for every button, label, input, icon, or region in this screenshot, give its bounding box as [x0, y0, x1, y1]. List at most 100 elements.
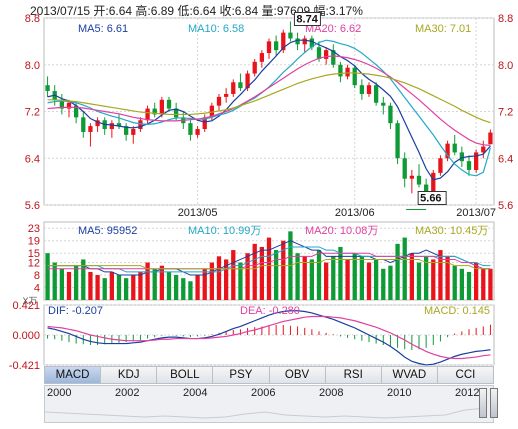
candle-body	[366, 85, 372, 94]
volume-bar	[252, 243, 257, 300]
volume-bar	[338, 246, 343, 300]
price-x-tick: 2013/06	[335, 207, 375, 219]
volume-y-tick: 4	[34, 283, 40, 295]
volume-bar	[395, 243, 400, 300]
candle-body	[131, 129, 136, 135]
tab-kdj[interactable]: KDJ	[100, 366, 157, 384]
volume-y-tick: 8	[34, 270, 40, 282]
candle-body	[66, 102, 72, 109]
volume-ma30-line	[47, 258, 491, 270]
candle-body	[438, 158, 443, 173]
candle-body	[481, 146, 486, 153]
candle-body	[395, 123, 400, 159]
tab-psy[interactable]: PSY	[212, 366, 269, 384]
volume-bar	[88, 271, 93, 300]
volume-bar	[488, 268, 493, 300]
volume-bar	[388, 265, 393, 300]
candle-body	[88, 126, 93, 132]
volume-ma5-line	[47, 240, 491, 276]
candle-body	[295, 38, 300, 45]
volume-bar	[438, 250, 443, 300]
candle-body	[174, 108, 179, 118]
tab-rsi[interactable]: RSI	[324, 366, 381, 384]
volume-ma-label: MA20: 10.08万	[305, 225, 378, 237]
timeline-right-handle[interactable]	[490, 388, 498, 418]
volume-bar	[216, 256, 222, 300]
indicator-tabs: MACD KDJ BOLL PSY OBV RSI WVAD CCI	[44, 366, 494, 384]
macd-dif-line	[47, 310, 491, 366]
volume-y-tick: 15	[28, 248, 40, 260]
tab-wvad[interactable]: WVAD	[380, 366, 437, 384]
volume-bar	[402, 237, 407, 300]
macd-dif-label: DIF: -0.207	[48, 305, 103, 317]
volume-bar	[309, 259, 314, 300]
volume-unit: X万	[22, 296, 37, 306]
candle-body	[431, 172, 436, 194]
volume-bar	[445, 256, 450, 300]
volume-bar	[188, 281, 193, 300]
price-y-tick-left: 6.4	[25, 153, 40, 165]
tab-boll[interactable]: BOLL	[156, 366, 213, 384]
candle-body	[288, 32, 293, 39]
tab-obv[interactable]: OBV	[268, 366, 325, 384]
volume-ma-label: MA5: 95952	[78, 225, 137, 237]
tab-cci[interactable]: CCI	[436, 366, 494, 384]
candle-body	[231, 82, 236, 94]
volume-bar	[381, 268, 386, 300]
timeline-year-label: 2002	[115, 387, 140, 399]
candle-body	[466, 161, 472, 170]
timeline-navigator[interactable]: 2000 2002 2004 2006 2008 2010 2012	[44, 385, 494, 423]
volume-y-tick: 19	[28, 236, 40, 248]
volume-bar	[52, 262, 57, 300]
timeline-sparkline	[45, 407, 486, 419]
high-annotation: 8.74	[296, 14, 318, 26]
candle-body	[145, 108, 150, 121]
candle-body	[409, 175, 414, 179]
price-ma5-line	[47, 39, 491, 181]
price-y-tick-left: 8.8	[25, 13, 40, 25]
low-annotation-box	[417, 190, 447, 205]
candle-body	[488, 132, 493, 145]
volume-bar	[174, 275, 179, 300]
candle-body	[259, 53, 264, 62]
volume-bar	[374, 259, 379, 300]
volume-bar	[109, 271, 114, 300]
volume-bar	[366, 262, 372, 300]
candle-body	[224, 93, 229, 97]
timeline-year-label: 2012	[455, 387, 480, 399]
candle-body	[245, 73, 250, 89]
volume-bar	[45, 253, 50, 300]
candle-body	[345, 67, 350, 77]
candle-body	[331, 50, 336, 65]
candle-body	[116, 123, 122, 127]
candle-body	[188, 123, 193, 135]
volume-bar	[159, 265, 164, 300]
price-y-tick-left: 5.6	[25, 200, 40, 212]
candle-body	[166, 99, 172, 109]
tab-macd[interactable]: MACD	[44, 366, 101, 384]
volume-bar	[302, 256, 307, 300]
price-y-tick-right: 8.0	[498, 60, 513, 72]
volume-bar	[202, 268, 207, 300]
macd-value-label: MACD: 0.145	[424, 305, 490, 317]
volume-bar	[195, 275, 200, 300]
candle-body	[424, 184, 429, 194]
price-y-tick-right: 5.6	[498, 200, 513, 212]
timeline-year-label: 2008	[319, 387, 344, 399]
volume-bar	[316, 250, 322, 300]
timeline-left-handle[interactable]	[479, 388, 487, 418]
volume-y-tick: 23	[28, 223, 40, 235]
candle-body	[302, 38, 307, 45]
candle-body	[309, 38, 314, 48]
volume-bar	[416, 262, 422, 300]
candle-body	[152, 108, 157, 115]
volume-bar	[209, 262, 214, 300]
candle-body	[338, 64, 343, 77]
volume-bar	[224, 259, 229, 300]
volume-bar	[238, 262, 243, 300]
volume-bar	[59, 268, 64, 300]
volume-bar	[102, 278, 107, 300]
candle-body	[252, 61, 257, 74]
